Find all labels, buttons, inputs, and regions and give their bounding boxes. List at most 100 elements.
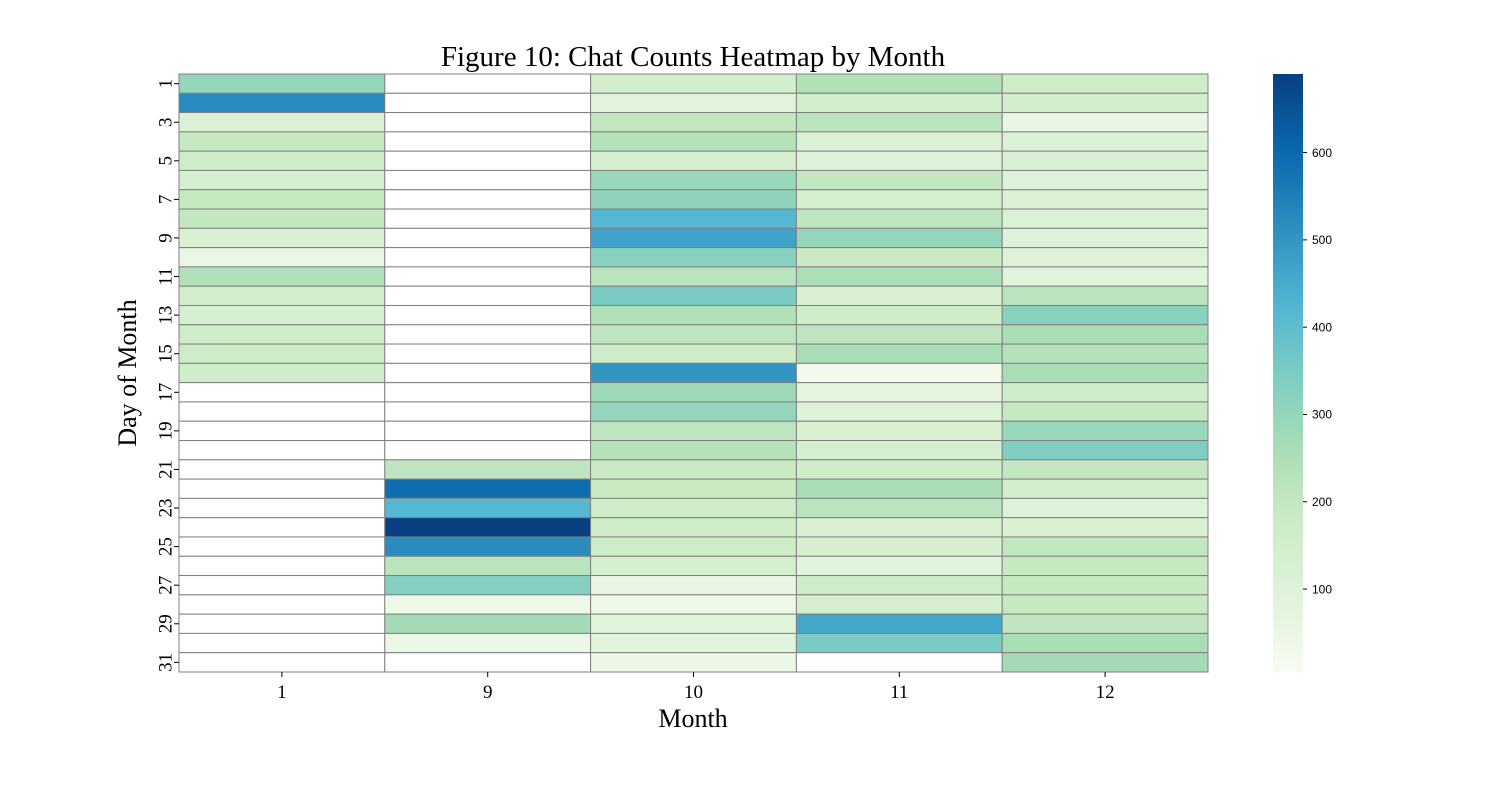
heatmap-cell-day8-month11: [795, 208, 1003, 229]
heatmap-cell-day24-month11: [795, 517, 1003, 538]
heatmap-cell-day15-month9: [384, 343, 592, 364]
chart-title: Figure 10: Chat Counts Heatmap by Month: [441, 41, 946, 73]
heatmap-cell-day2-month11: [795, 92, 1003, 114]
heatmap-cell-day21-month1: [178, 459, 386, 480]
heatmap-cells: [178, 73, 1209, 673]
heatmap-cell-day11-month12: [1001, 266, 1209, 287]
heatmap-cell-day26-month1: [178, 555, 386, 577]
heatmap-cell-day17-month1: [178, 382, 386, 403]
heatmap-cell-day15-month11: [795, 343, 1003, 364]
heatmap-cell-day9-month10: [590, 227, 797, 249]
heatmap-cell-day10-month10: [590, 247, 797, 268]
y-tick-label: 21: [156, 460, 177, 479]
y-tick-label: 31: [156, 653, 177, 672]
heatmap-cell-day1-month12: [1001, 73, 1209, 94]
heatmap-cell-day20-month12: [1001, 440, 1209, 461]
heatmap-cell-day12-month9: [384, 285, 592, 306]
heatmap-cell-day9-month12: [1001, 227, 1209, 249]
heatmap-cell-day27-month1: [178, 575, 386, 596]
heatmap-cell-day1-month1: [178, 73, 386, 94]
heatmap-cell-day13-month9: [384, 304, 592, 326]
heatmap-cell-day5-month12: [1001, 150, 1209, 171]
heatmap-cell-day2-month10: [590, 92, 797, 114]
heatmap-cell-day19-month1: [178, 420, 386, 442]
heatmap-cell-day20-month1: [178, 440, 386, 461]
y-tick-label: 11: [156, 267, 177, 285]
heatmap-cell-day7-month10: [590, 189, 797, 210]
y-tick-label: 29: [156, 614, 177, 633]
heatmap-cell-day26-month11: [795, 555, 1003, 577]
heatmap-cell-day27-month9: [384, 575, 592, 596]
heatmap-cell-day19-month11: [795, 420, 1003, 442]
y-tick-label: 19: [156, 421, 177, 440]
heatmap-cell-day25-month12: [1001, 536, 1209, 557]
colorbar-tick-label: 600: [1312, 146, 1332, 160]
x-tick-label: 9: [483, 682, 493, 703]
heatmap-cell-day12-month10: [590, 285, 797, 306]
y-tick-label: 27: [156, 576, 177, 595]
heatmap-cell-day7-month1: [178, 189, 386, 210]
heatmap-cell-day4-month9: [384, 131, 592, 152]
heatmap-cell-day21-month10: [590, 459, 797, 480]
heatmap-cell-day22-month9: [384, 478, 592, 499]
heatmap-cell-day18-month1: [178, 401, 386, 422]
heatmap-cell-day27-month12: [1001, 575, 1209, 596]
heatmap-cell-day5-month10: [590, 150, 797, 171]
heatmap-cell-day15-month1: [178, 343, 386, 364]
heatmap-cell-day6-month10: [590, 169, 797, 191]
heatmap-cell-day6-month11: [795, 169, 1003, 191]
heatmap-cell-day31-month11: [795, 652, 1003, 673]
heatmap-cell-day6-month12: [1001, 169, 1209, 191]
heatmap-cell-day18-month11: [795, 401, 1003, 422]
y-tick-label: 1: [156, 79, 177, 89]
heatmap-cell-day18-month9: [384, 401, 592, 422]
heatmap-cell-day22-month10: [590, 478, 797, 499]
heatmap-cell-day28-month1: [178, 594, 386, 615]
y-axis-label: Day of Month: [113, 299, 142, 446]
heatmap-cell-day20-month9: [384, 440, 592, 461]
heatmap-cell-day28-month9: [384, 594, 592, 615]
heatmap-cell-day8-month9: [384, 208, 592, 229]
y-tick-label: 13: [156, 306, 177, 325]
heatmap-cell-day17-month9: [384, 382, 592, 403]
heatmap-cell-day12-month12: [1001, 285, 1209, 306]
heatmap-cell-day10-month12: [1001, 247, 1209, 268]
heatmap-cell-day9-month11: [795, 227, 1003, 249]
heatmap-cell-day8-month1: [178, 208, 386, 229]
heatmap-cell-day31-month12: [1001, 652, 1209, 673]
heatmap-cell-day7-month11: [795, 189, 1003, 210]
heatmap-cell-day5-month1: [178, 150, 386, 171]
heatmap-cell-day8-month10: [590, 208, 797, 229]
colorbar: [1273, 74, 1303, 672]
heatmap-cell-day18-month10: [590, 401, 797, 422]
heatmap-cell-day28-month10: [590, 594, 797, 615]
heatmap-cell-day19-month10: [590, 420, 797, 442]
heatmap-cell-day22-month11: [795, 478, 1003, 499]
heatmap-cell-day23-month9: [384, 497, 592, 519]
heatmap-cell-day16-month10: [590, 362, 797, 384]
x-tick-label: 12: [1096, 682, 1115, 703]
colorbar-tick-label: 100: [1312, 582, 1332, 596]
heatmap-cell-day17-month10: [590, 382, 797, 403]
heatmap-cell-day30-month12: [1001, 632, 1209, 654]
heatmap-cell-day17-month11: [795, 382, 1003, 403]
y-tick-label: 9: [156, 233, 177, 243]
heatmap-cell-day14-month11: [795, 324, 1003, 345]
heatmap-cell-day26-month12: [1001, 555, 1209, 577]
heatmap-cell-day10-month1: [178, 247, 386, 268]
x-tick-label: 1: [277, 682, 287, 703]
heatmap-cell-day12-month11: [795, 285, 1003, 306]
y-tick-label: 7: [156, 195, 177, 205]
heatmap-cell-day20-month11: [795, 440, 1003, 461]
heatmap-cell-day29-month12: [1001, 613, 1209, 634]
heatmap-cell-day31-month1: [178, 652, 386, 673]
y-tick-label: 3: [156, 117, 177, 127]
heatmap-cell-day10-month9: [384, 247, 592, 268]
y-tick-label: 5: [156, 156, 177, 166]
heatmap-cell-day3-month1: [178, 112, 386, 133]
heatmap-cell-day23-month10: [590, 497, 797, 519]
heatmap-cell-day3-month10: [590, 112, 797, 133]
heatmap-cell-day7-month12: [1001, 189, 1209, 210]
